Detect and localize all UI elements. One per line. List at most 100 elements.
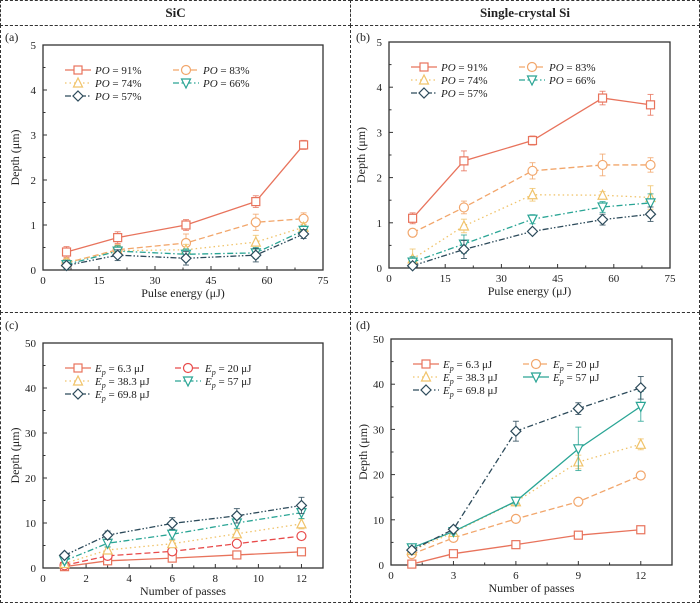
legend-marker — [526, 75, 538, 87]
legend-label-var: E — [552, 372, 560, 384]
legend-label-value: = 69.8 μJ — [106, 389, 151, 401]
y-tick-label-c: 10 — [25, 518, 37, 530]
legend-label-sub: p — [559, 377, 564, 386]
data-point — [232, 550, 242, 560]
legend-label-sub: p — [211, 381, 216, 390]
x-tick-label-a: 15 — [94, 275, 106, 287]
legend-label-value: = 91% — [456, 62, 488, 74]
data-point — [101, 529, 114, 541]
data-point — [296, 530, 307, 542]
legend-label-var: PO — [440, 62, 456, 74]
legend-marker — [72, 76, 84, 88]
data-point — [181, 220, 191, 230]
y-axis-label-b: Depth (μm) — [354, 127, 368, 183]
legend-label: PO = 66% — [548, 75, 596, 87]
legend-label-value: = 74% — [456, 75, 488, 87]
legend-label-var: E — [552, 359, 560, 371]
legend-label-value: = 38.3 μJ — [106, 376, 151, 388]
legend-label-sub: p — [211, 368, 216, 377]
legend-item: PO = 57% — [411, 87, 488, 100]
legend-item: PO = 66% — [173, 78, 250, 90]
series-line — [66, 226, 304, 263]
legend-label-value: = 57% — [110, 91, 142, 103]
data-point — [459, 156, 469, 166]
x-tick-label-c: 0 — [40, 573, 46, 585]
data-point — [645, 198, 656, 210]
legend-label-value: = 38.3 μJ — [454, 372, 499, 384]
series-d-3 — [406, 390, 647, 555]
data-point — [113, 233, 123, 243]
x-tick-label-d: 3 — [451, 570, 457, 582]
data-point — [527, 135, 538, 146]
panel-label-c: (c) — [5, 318, 19, 332]
legend-label: PO = 91% — [440, 62, 488, 74]
legend-marker — [73, 363, 83, 373]
series-c-0 — [59, 547, 307, 572]
y-tick-label-d: 50 — [373, 334, 385, 346]
series-d-0 — [407, 525, 646, 569]
series-d-1 — [406, 470, 646, 560]
series-line — [64, 504, 302, 556]
legend-label-var: PO — [548, 75, 564, 87]
data-point — [166, 529, 178, 541]
legend-item: Ep = 6.3 μJ — [65, 363, 145, 377]
x-axis-label-a: Pulse energy (μJ) — [141, 286, 225, 300]
x-tick-label-b: 0 — [386, 273, 392, 285]
legend-label-sub: p — [449, 364, 454, 373]
y-tick-label-b: 1 — [377, 218, 383, 230]
legend-label-value: = 83% — [564, 62, 596, 74]
y-tick-label-b: 3 — [377, 127, 383, 139]
legend-marker — [530, 358, 542, 370]
data-point — [597, 93, 608, 103]
legend-label: PO = 74% — [94, 78, 142, 90]
data-point — [407, 559, 417, 569]
y-tick-label-c: 50 — [25, 338, 37, 350]
y-tick-label-c: 20 — [25, 473, 37, 485]
data-point — [636, 525, 646, 535]
panel-label-d: (d) — [356, 318, 370, 332]
legend-label: PO = 57% — [94, 91, 142, 103]
data-point — [573, 530, 583, 540]
data-point — [406, 259, 419, 272]
legend-label-var: PO — [202, 78, 218, 90]
legend-item: PO = 91% — [65, 65, 142, 77]
legend-label-var: E — [442, 372, 450, 384]
x-tick-label-b: 75 — [665, 273, 677, 285]
legend-label-value: = 69.8 μJ — [454, 385, 499, 397]
legend-label-sub: p — [449, 390, 454, 399]
legend-label-sub: p — [101, 394, 106, 403]
legend-label-var: E — [94, 389, 102, 401]
series-d-2 — [406, 437, 647, 556]
y-tick-label-a: 5 — [31, 40, 37, 52]
data-point — [597, 188, 609, 200]
panel-label-b: (b) — [356, 30, 370, 44]
x-tick-label-c: 10 — [253, 573, 265, 585]
y-tick-label-b: 4 — [377, 82, 383, 94]
data-point — [511, 540, 521, 550]
data-point — [250, 235, 262, 247]
legend-label: PO = 66% — [202, 78, 250, 90]
legend-b: PO = 91% PO = 83%PO = 74% PO = 66%PO = 57% — [411, 61, 596, 100]
series-d-4 — [405, 376, 647, 556]
legend-marker — [72, 374, 84, 386]
legend-label: Ep = 38.3 μJ — [442, 372, 498, 386]
data-point — [405, 544, 418, 556]
series-line — [412, 97, 651, 219]
data-point — [510, 513, 521, 524]
data-point — [231, 538, 242, 549]
legend-item: PO = 83% — [519, 61, 596, 74]
chart-d: 0 3 6 9 12 0 10 20 30 40 50 Number of passes Depth (… — [356, 334, 673, 595]
x-tick-label-d: 12 — [635, 570, 646, 582]
x-tick-label-a: 75 — [318, 275, 330, 287]
y-axis-label-c: Depth (μm) — [8, 427, 22, 483]
series-c-2 — [59, 517, 307, 569]
y-tick-label-b: 0 — [377, 263, 383, 275]
data-point — [572, 402, 585, 415]
data-point — [295, 517, 307, 529]
legend-label: Ep = 6.3 μJ — [94, 363, 145, 377]
legend-label-value: = 91% — [110, 65, 142, 77]
legend-label: Ep = 38.3 μJ — [94, 376, 150, 390]
data-point — [60, 259, 73, 272]
legend-label-var: PO — [202, 65, 218, 77]
